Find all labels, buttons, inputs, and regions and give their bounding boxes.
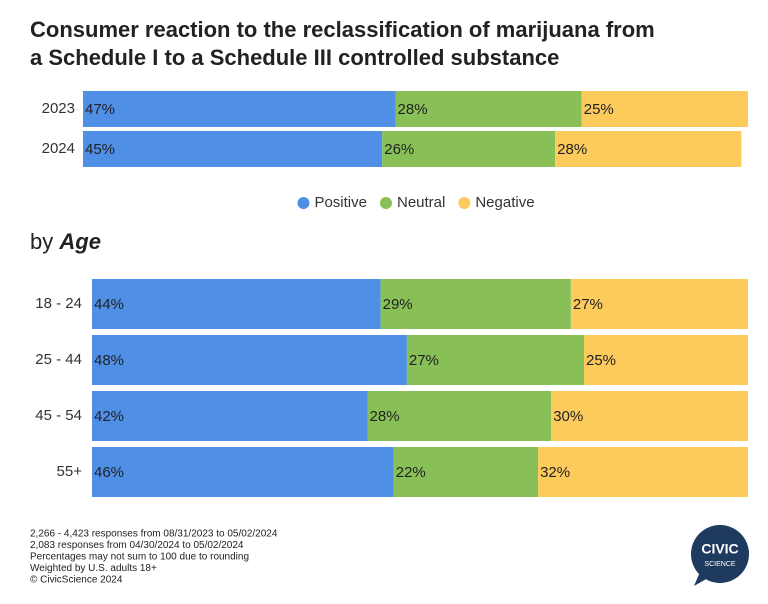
chart-title: Consumer reaction to the reclassificatio…	[30, 17, 655, 70]
bar-segment	[92, 391, 368, 441]
title-line: a Schedule I to a Schedule III controlle…	[30, 45, 559, 70]
title-line: Consumer reaction to the reclassificatio…	[30, 17, 655, 42]
legend-marker	[297, 197, 310, 209]
logo-text: CIVIC	[701, 541, 738, 557]
data-label: 25%	[584, 101, 614, 118]
bar-segment	[555, 131, 742, 167]
data-label: 32%	[540, 464, 570, 481]
subtitle: by Age	[30, 229, 101, 254]
bar-segment	[367, 391, 552, 441]
data-label: 28%	[370, 408, 400, 425]
bar-segment	[92, 335, 407, 385]
data-label: 42%	[94, 408, 124, 425]
data-label: 44%	[94, 296, 124, 313]
bar-segment	[393, 447, 539, 497]
data-label: 47%	[85, 101, 115, 118]
legend: Positive Neutral Negative	[297, 194, 535, 211]
footnote: Weighted by U.S. adults 18+	[30, 563, 157, 574]
data-label: 28%	[398, 101, 428, 118]
bar-segment	[538, 447, 748, 497]
data-label: 29%	[383, 296, 413, 313]
y-tick-label: 25 - 44	[35, 351, 82, 368]
subtitle-emphasis: Age	[58, 229, 101, 254]
legend-label: Negative	[475, 194, 534, 211]
data-label: 26%	[384, 141, 414, 158]
bar-segment	[92, 447, 394, 497]
data-label: 30%	[553, 408, 583, 425]
logo-tail	[694, 572, 708, 586]
legend-marker	[379, 197, 392, 209]
footnote: Percentages may not sum to 100 due to ro…	[30, 552, 249, 563]
y-tick-label: 18 - 24	[35, 295, 82, 312]
bar-segment	[581, 91, 748, 127]
data-label: 22%	[396, 464, 426, 481]
data-label: 27%	[573, 296, 603, 313]
footnote: 2,266 - 4,423 responses from 08/31/2023 …	[30, 529, 278, 540]
y-tick-label: 45 - 54	[35, 407, 82, 424]
bar-segment	[380, 279, 571, 329]
bar-segment	[584, 335, 748, 385]
logo: CIVIC SCIENCE	[691, 525, 749, 586]
bar-segment	[83, 91, 396, 127]
data-label: 27%	[409, 352, 439, 369]
footnote: 2,083 responses from 04/30/2024 to 05/02…	[30, 540, 244, 551]
legend-label: Neutral	[397, 194, 445, 211]
bar-segment	[551, 391, 748, 441]
y-tick-label: 2023	[42, 100, 75, 117]
bar-segment	[406, 335, 584, 385]
logo-circle	[691, 525, 749, 583]
subtitle-text: by	[30, 229, 53, 254]
y-tick-label: 2024	[42, 140, 75, 157]
footnote: © CivicScience 2024	[30, 575, 123, 586]
bar-segment	[382, 131, 556, 167]
data-label: 45%	[85, 141, 115, 158]
bar-segment	[83, 131, 383, 167]
bar-segment	[395, 91, 582, 127]
legend-marker	[458, 197, 471, 209]
legend-label: Positive	[314, 194, 367, 211]
data-label: 25%	[586, 352, 616, 369]
data-label: 46%	[94, 464, 124, 481]
data-label: 28%	[557, 141, 587, 158]
logo-subtext: SCIENCE	[704, 561, 735, 568]
bar-segment	[92, 279, 381, 329]
y-tick-label: 55+	[57, 463, 83, 480]
bar-segment	[570, 279, 748, 329]
data-label: 48%	[94, 352, 124, 369]
